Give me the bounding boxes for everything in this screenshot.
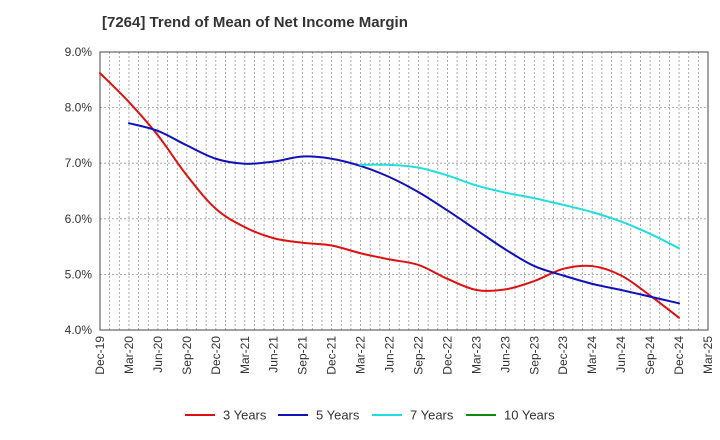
x-tick-label: Mar-24 [585, 336, 599, 374]
x-tick-label: Dec-22 [440, 336, 454, 375]
y-tick-label: 6.0% [65, 212, 93, 226]
x-tick-label: Sep-23 [527, 336, 541, 375]
x-tick-label: Sep-24 [643, 336, 657, 375]
x-tick-label: Dec-24 [672, 336, 686, 375]
y-tick-label: 8.0% [65, 101, 93, 115]
series-line-3-years [99, 72, 681, 319]
x-tick-label: Jun-22 [383, 336, 397, 373]
y-tick-label: 7.0% [65, 156, 93, 170]
y-tick-label: 4.0% [65, 323, 93, 337]
x-tick-label: Mar-25 [701, 336, 715, 374]
legend-label: 10 Years [504, 408, 555, 423]
x-tick-label: Mar-21 [238, 336, 252, 374]
x-tick-label: Dec-19 [93, 336, 107, 375]
y-tick-label: 5.0% [65, 267, 93, 281]
x-tick-label: Jun-21 [267, 336, 281, 373]
x-tick-label: Jun-24 [614, 336, 628, 373]
plot-frame [99, 51, 709, 331]
x-tick-label: Mar-22 [354, 336, 368, 374]
x-tick-label: Mar-23 [469, 336, 483, 374]
x-tick-label: Sep-22 [411, 336, 425, 375]
x-tick-label: Dec-23 [556, 336, 570, 375]
x-tick-label: Jun-20 [151, 336, 165, 373]
chart-title: [7264] Trend of Mean of Net Income Margi… [102, 14, 408, 31]
x-tick-label: Dec-20 [209, 336, 223, 375]
y-tick-label: 9.0% [65, 45, 93, 59]
x-tick-label: Mar-20 [122, 336, 136, 374]
x-tick-label: Sep-20 [180, 336, 194, 375]
series-line-7-years [359, 163, 681, 250]
x-tick-label: Sep-21 [296, 336, 310, 375]
x-tick-label: Jun-23 [498, 336, 512, 373]
legend-label: 5 Years [316, 408, 360, 423]
legend-label: 3 Years [223, 408, 267, 423]
legend-label: 7 Years [410, 408, 454, 423]
x-tick-label: Dec-21 [325, 336, 339, 375]
series-line-5-years [127, 122, 681, 305]
